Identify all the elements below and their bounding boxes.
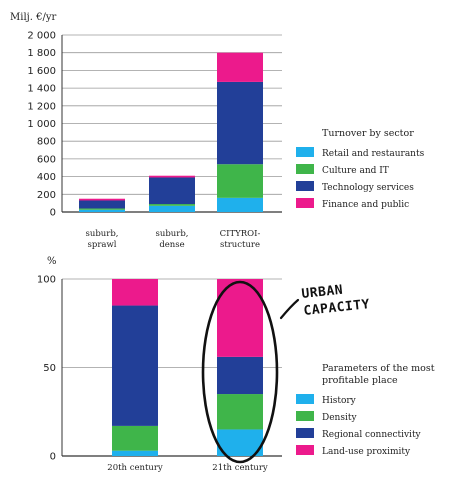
x-category-label: structure xyxy=(220,240,260,250)
legend-swatch xyxy=(296,411,314,421)
x-category-label: 20th century xyxy=(107,463,163,473)
y-tick-label: 1 200 xyxy=(27,101,56,112)
y-tick-label: 100 xyxy=(37,275,56,286)
bar-segment xyxy=(149,177,195,205)
y-tick-label: 1 600 xyxy=(27,66,56,77)
x-category-label: CITYROI- xyxy=(220,229,261,239)
x-category-label: sprawl xyxy=(88,240,117,250)
legend-item: Density xyxy=(322,413,357,423)
chart-1: Milj. €/yr 0 200 400 600 800 1 000 1 200 1 400 1 … xyxy=(10,12,425,250)
legend-title: Turnover by sector xyxy=(322,128,414,139)
bar-segment xyxy=(79,198,125,201)
legend-item: Regional connectivity xyxy=(322,430,422,440)
legend-item: Culture and IT xyxy=(322,166,389,176)
bar-segment xyxy=(217,52,263,82)
bar-segment xyxy=(149,204,195,206)
legend-swatch xyxy=(296,394,314,404)
y-tick-label: 200 xyxy=(37,190,56,201)
legend-item: Retail and restaurants xyxy=(322,149,425,159)
bar-segment xyxy=(149,175,195,178)
bar-segment xyxy=(79,200,125,209)
bar-segment xyxy=(112,305,158,426)
y-tick-label: 2 000 xyxy=(27,31,56,42)
bar-segment xyxy=(217,279,263,357)
bar-segment xyxy=(217,81,263,165)
y-tick-label: 1 800 xyxy=(27,48,56,59)
unit-label: % xyxy=(47,256,57,267)
y-tick-label: 400 xyxy=(37,172,56,183)
bar-segment xyxy=(217,429,263,456)
legend-item: History xyxy=(322,396,357,406)
y-tick-label: 1 400 xyxy=(27,84,56,95)
legend-swatch xyxy=(296,445,314,455)
bar-segment xyxy=(112,425,158,451)
x-category-label: dense xyxy=(159,240,184,250)
legend-swatch xyxy=(296,147,314,157)
legend-swatch xyxy=(296,428,314,438)
urban-capacity-ellipse xyxy=(201,280,279,464)
y-tick-label: 1 000 xyxy=(27,119,56,130)
legend-swatch xyxy=(296,181,314,191)
y-tick-label: 50 xyxy=(43,363,56,374)
unit-label: Milj. €/yr xyxy=(10,12,56,23)
chart-2: % 0 50 100 20th century 21th century Parameter… xyxy=(37,256,435,473)
legend-swatch xyxy=(296,164,314,174)
x-category-label: suburb, xyxy=(86,229,119,239)
legend-item: Finance and public xyxy=(322,200,409,210)
bar-segment xyxy=(217,394,263,430)
x-category-label: suburb, xyxy=(156,229,189,239)
legend-item: Land-use proximity xyxy=(322,447,411,457)
bar-segment xyxy=(79,209,125,212)
bar-segment xyxy=(149,205,195,212)
urban-capacity-pointer xyxy=(279,298,300,320)
bar-segment xyxy=(112,279,158,306)
legend-title: profitable place xyxy=(322,375,398,386)
bar-segment xyxy=(217,356,263,395)
y-tick-label: 800 xyxy=(37,137,56,148)
legend-swatch xyxy=(296,198,314,208)
y-tick-label: 600 xyxy=(37,154,56,165)
bar-segment xyxy=(79,208,125,210)
urban-capacity-annotation: CAPACITY xyxy=(303,297,371,319)
y-tick-label: 0 xyxy=(50,452,56,463)
x-category-label: 21th century xyxy=(212,463,268,473)
bar-segment xyxy=(217,164,263,198)
bar-segment xyxy=(112,450,158,456)
bar-segment xyxy=(217,197,263,212)
urban-capacity-annotation: URBAN xyxy=(301,283,344,302)
legend-item: Technology services xyxy=(322,183,414,193)
y-tick-label: 0 xyxy=(50,208,56,219)
legend-title: Parameters of the most xyxy=(322,363,435,374)
